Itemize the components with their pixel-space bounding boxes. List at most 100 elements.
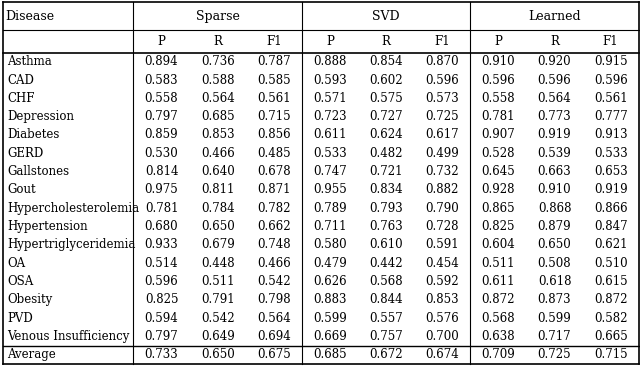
Text: 0.638: 0.638 xyxy=(481,330,515,343)
Text: 0.856: 0.856 xyxy=(257,129,291,141)
Text: 0.736: 0.736 xyxy=(201,55,235,68)
Text: 0.879: 0.879 xyxy=(538,220,572,233)
Text: 0.844: 0.844 xyxy=(369,293,403,306)
Text: 0.797: 0.797 xyxy=(145,110,179,123)
Text: 0.511: 0.511 xyxy=(201,275,234,288)
Text: 0.825: 0.825 xyxy=(145,293,179,306)
Text: 0.814: 0.814 xyxy=(145,165,179,178)
Text: 0.685: 0.685 xyxy=(201,110,234,123)
Text: 0.580: 0.580 xyxy=(313,238,347,251)
Text: 0.870: 0.870 xyxy=(426,55,459,68)
Text: Sparse: Sparse xyxy=(196,10,239,23)
Text: 0.854: 0.854 xyxy=(369,55,403,68)
Text: 0.733: 0.733 xyxy=(145,348,179,361)
Text: 0.915: 0.915 xyxy=(594,55,627,68)
Text: 0.542: 0.542 xyxy=(257,275,291,288)
Text: 0.561: 0.561 xyxy=(257,92,291,105)
Text: 0.685: 0.685 xyxy=(313,348,347,361)
Text: 0.466: 0.466 xyxy=(257,257,291,270)
Text: 0.564: 0.564 xyxy=(201,92,235,105)
Text: 0.711: 0.711 xyxy=(313,220,347,233)
Text: 0.859: 0.859 xyxy=(145,129,179,141)
Text: 0.787: 0.787 xyxy=(257,55,291,68)
Text: 0.596: 0.596 xyxy=(426,74,459,87)
Text: 0.694: 0.694 xyxy=(257,330,291,343)
Text: 0.791: 0.791 xyxy=(201,293,234,306)
Text: 0.672: 0.672 xyxy=(369,348,403,361)
Text: 0.585: 0.585 xyxy=(257,74,291,87)
Text: 0.834: 0.834 xyxy=(369,183,403,196)
Text: 0.571: 0.571 xyxy=(313,92,347,105)
Text: 0.907: 0.907 xyxy=(481,129,515,141)
Text: Venous Insufficiency: Venous Insufficiency xyxy=(7,330,129,343)
Text: 0.853: 0.853 xyxy=(426,293,459,306)
Text: 0.872: 0.872 xyxy=(594,293,627,306)
Text: 0.610: 0.610 xyxy=(369,238,403,251)
Text: 0.811: 0.811 xyxy=(201,183,234,196)
Text: 0.602: 0.602 xyxy=(369,74,403,87)
Text: 0.645: 0.645 xyxy=(481,165,515,178)
Text: 0.583: 0.583 xyxy=(145,74,179,87)
Text: 0.650: 0.650 xyxy=(201,348,235,361)
Text: 0.883: 0.883 xyxy=(313,293,347,306)
Text: Diabetes: Diabetes xyxy=(7,129,60,141)
Text: 0.679: 0.679 xyxy=(201,238,235,251)
Text: 0.782: 0.782 xyxy=(257,202,291,215)
Text: 0.665: 0.665 xyxy=(594,330,628,343)
Text: 0.747: 0.747 xyxy=(313,165,347,178)
Text: Learned: Learned xyxy=(528,10,581,23)
Text: 0.618: 0.618 xyxy=(538,275,572,288)
Text: 0.454: 0.454 xyxy=(426,257,459,270)
Text: 0.624: 0.624 xyxy=(369,129,403,141)
Text: 0.853: 0.853 xyxy=(201,129,234,141)
Text: 0.617: 0.617 xyxy=(426,129,459,141)
Text: Gallstones: Gallstones xyxy=(7,165,69,178)
Text: 0.866: 0.866 xyxy=(594,202,627,215)
Text: 0.596: 0.596 xyxy=(538,74,572,87)
Text: 0.596: 0.596 xyxy=(594,74,628,87)
Text: 0.725: 0.725 xyxy=(538,348,572,361)
Text: 0.847: 0.847 xyxy=(594,220,627,233)
Text: 0.542: 0.542 xyxy=(201,311,234,325)
Text: 0.650: 0.650 xyxy=(538,238,572,251)
Text: 0.920: 0.920 xyxy=(538,55,572,68)
Text: 0.715: 0.715 xyxy=(594,348,627,361)
Text: Hypertension: Hypertension xyxy=(7,220,88,233)
Text: 0.913: 0.913 xyxy=(594,129,627,141)
Text: R: R xyxy=(381,35,390,48)
Text: 0.568: 0.568 xyxy=(481,311,515,325)
Text: 0.599: 0.599 xyxy=(313,311,347,325)
Text: 0.533: 0.533 xyxy=(313,147,347,160)
Text: Depression: Depression xyxy=(7,110,74,123)
Text: 0.868: 0.868 xyxy=(538,202,572,215)
Text: 0.888: 0.888 xyxy=(313,55,347,68)
Text: 0.955: 0.955 xyxy=(313,183,347,196)
Text: Hypercholesterolemia: Hypercholesterolemia xyxy=(7,202,139,215)
Text: 0.650: 0.650 xyxy=(201,220,235,233)
Text: 0.621: 0.621 xyxy=(594,238,627,251)
Text: 0.723: 0.723 xyxy=(313,110,347,123)
Text: 0.615: 0.615 xyxy=(594,275,627,288)
Text: 0.669: 0.669 xyxy=(313,330,347,343)
Text: 0.871: 0.871 xyxy=(257,183,291,196)
Text: F1: F1 xyxy=(603,35,618,48)
Text: 0.732: 0.732 xyxy=(426,165,459,178)
Text: 0.975: 0.975 xyxy=(145,183,179,196)
Text: 0.592: 0.592 xyxy=(426,275,459,288)
Text: 0.873: 0.873 xyxy=(538,293,572,306)
Text: 0.757: 0.757 xyxy=(369,330,403,343)
Text: R: R xyxy=(550,35,559,48)
Text: 0.928: 0.928 xyxy=(482,183,515,196)
Text: Gout: Gout xyxy=(7,183,36,196)
Text: 0.593: 0.593 xyxy=(313,74,347,87)
Text: 0.611: 0.611 xyxy=(313,129,347,141)
Text: 0.558: 0.558 xyxy=(481,92,515,105)
Text: GERD: GERD xyxy=(7,147,44,160)
Text: 0.588: 0.588 xyxy=(201,74,234,87)
Text: 0.604: 0.604 xyxy=(481,238,515,251)
Text: SVD: SVD xyxy=(372,10,400,23)
Text: 0.448: 0.448 xyxy=(201,257,234,270)
Text: 0.575: 0.575 xyxy=(369,92,403,105)
Text: 0.561: 0.561 xyxy=(594,92,627,105)
Text: 0.596: 0.596 xyxy=(145,275,179,288)
